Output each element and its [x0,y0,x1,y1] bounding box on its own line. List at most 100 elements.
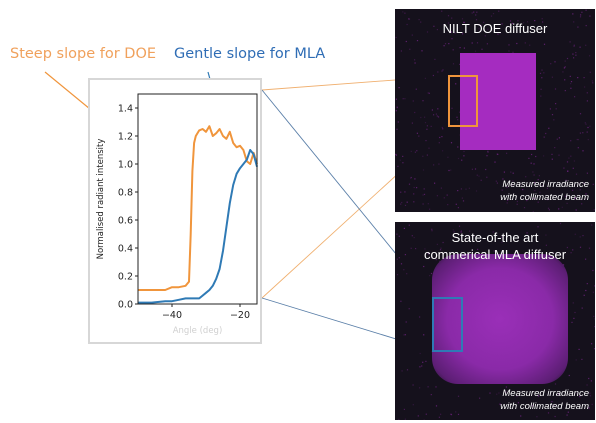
speckle-dot [442,241,444,244]
speckle-dot [556,138,558,140]
speckle-dot [422,100,424,102]
speckle-dot [435,259,437,261]
speckle-dot [410,177,412,179]
speckle-dot [503,171,505,173]
speckle-dot [490,15,493,17]
speckle-dot [587,139,589,141]
speckle-dot [538,175,540,177]
plot-area-border [137,93,258,305]
speckle-dot [582,132,584,134]
speckle-dot [572,189,574,191]
speckle-dot [586,283,588,285]
speckle-dot [440,247,442,249]
speckle-dot [579,16,582,18]
speckle-dot [526,200,528,202]
speckle-dot [572,302,574,304]
speckle-dot [435,405,438,407]
speckle-dot [591,80,593,82]
speckle-dot [543,136,545,138]
speckle-dot [586,172,588,174]
speckle-dot [591,224,593,226]
x-tick-label: −20 [230,310,250,321]
speckle-dot [439,136,441,139]
speckle-dot [457,157,460,160]
speckle-dot [436,243,438,245]
speckle-dot [564,79,566,81]
speckle-dot [499,32,501,34]
speckle-dot [486,155,488,157]
speckle-dot [410,247,412,249]
speckle-dot [397,121,399,123]
speckle-dot [404,204,407,206]
speckle-dot [543,155,545,157]
speckle-dot [501,241,503,244]
line-chart: 0.0 0.2 0.4 0.6 0.8 1.0 1.2 1.4 −40 −20 Angle (deg… [96,93,258,336]
speckle-dot [441,10,443,12]
doe-illuminated-patch [460,53,536,150]
speckle-dot [566,57,569,60]
speckle-dot [424,122,427,124]
speckle-dot [576,392,578,395]
speckle-dot [559,222,562,225]
speckle-dot [535,250,537,252]
speckle-dot [512,172,514,174]
speckle-dot [413,193,415,195]
speckle-dot [508,50,510,52]
speckle-dot [423,193,426,195]
speckle-dot [487,150,489,152]
speckle-dot [408,183,411,185]
speckle-dot [469,230,471,232]
speckle-dot [395,36,397,39]
speckle-dot [475,19,478,21]
speckle-dot [404,418,406,420]
speckle-dot [541,77,543,79]
speckle-dot [506,152,508,154]
speckle-dot [592,82,594,84]
series-line-mla [138,149,258,304]
speckle-dot [509,20,512,22]
speckle-dot [426,128,428,130]
speckle-dot [477,248,479,250]
speckle-dot [471,168,473,170]
speckle-dot [416,40,419,42]
speckle-dot [526,21,529,23]
speckle-dot [413,201,415,203]
speckle-dot [414,62,416,64]
speckle-dot [540,88,542,90]
speckle-dot [423,265,425,268]
speckle-dot [422,155,424,157]
speckle-dot [419,387,421,389]
speckle-dot [457,119,459,121]
speckle-dot [403,334,405,336]
speckle-dot [461,18,464,20]
speckle-dot [495,180,497,182]
speckle-dot [549,108,551,110]
speckle-dot [479,397,481,399]
speckle-dot [516,203,518,205]
speckle-dot [492,231,494,233]
speckle-dot [568,374,570,377]
speckle-dot [463,155,465,157]
speckle-dot [400,300,402,302]
speckle-dot [419,316,421,318]
speckle-dot [578,348,580,350]
speckle-dot [404,191,406,193]
y-tick-label: 0.2 [118,272,133,283]
speckle-dot [417,415,419,417]
mla-zoom-box [432,297,463,352]
speckle-dot [481,48,483,50]
speckle-dot [395,153,397,155]
speckle-dot [573,21,575,23]
speckle-dot [478,28,480,30]
speckle-dot [461,159,463,161]
speckle-dot [432,74,434,77]
speckle-dot [506,202,508,204]
speckle-dot [558,137,560,139]
speckle-dot [589,395,592,397]
speckle-dot [478,24,480,26]
speckle-dot [580,14,582,16]
speckle-dot [443,24,445,26]
speckle-dot [570,83,572,85]
speckle-dot [529,44,531,46]
speckle-dot [429,275,431,277]
